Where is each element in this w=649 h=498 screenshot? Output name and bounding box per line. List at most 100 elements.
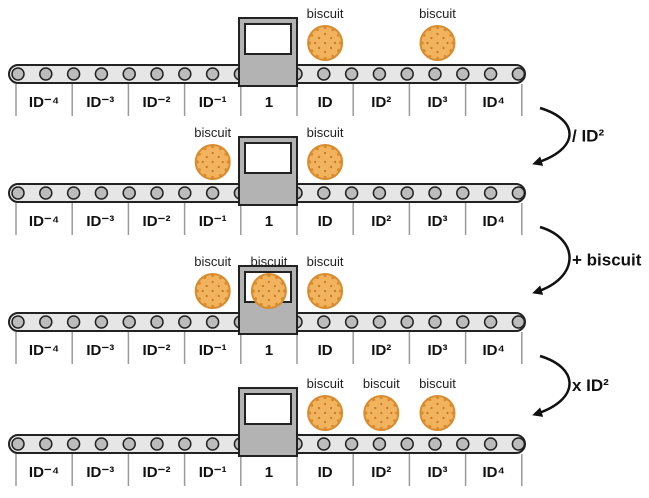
roller — [317, 437, 331, 451]
roller — [344, 315, 359, 329]
biscuit-hole — [324, 402, 327, 406]
biscuit-edge-dot — [253, 281, 258, 285]
roller — [94, 437, 109, 451]
roller — [317, 186, 331, 200]
biscuit-edge-dot — [435, 395, 440, 400]
biscuit-edge-dot — [224, 168, 228, 172]
roller — [511, 315, 526, 329]
biscuit-hole — [334, 41, 337, 45]
biscuit-edge-dot — [315, 397, 319, 402]
biscuit-hole — [318, 46, 321, 50]
roller — [400, 315, 414, 329]
biscuit-hole — [221, 289, 224, 293]
biscuit-edge-dot — [336, 403, 341, 407]
roller — [11, 186, 25, 200]
slot-label: ID⁻¹ — [199, 213, 227, 230]
roller — [344, 437, 359, 451]
operation-arrow: + biscuit — [532, 225, 642, 295]
slot-label: ID⁻¹ — [199, 464, 227, 481]
biscuit-hole — [324, 151, 327, 155]
biscuit-hole — [436, 420, 439, 424]
biscuit — [250, 273, 287, 309]
biscuit-edge-dot — [259, 302, 263, 307]
biscuit-edge-dot — [443, 424, 447, 429]
slot-label: ID — [318, 464, 333, 481]
biscuit-hole — [267, 289, 270, 293]
biscuit-edge-dot — [203, 302, 207, 307]
biscuit-hole — [205, 294, 208, 298]
biscuit-edge-dot — [218, 275, 223, 280]
biscuit-label: biscuit — [307, 6, 344, 21]
biscuit-edge-dot — [224, 297, 228, 301]
roller — [94, 67, 109, 81]
biscuit-edge-dot — [195, 160, 199, 164]
slot-label: ID⁴ — [482, 213, 504, 230]
biscuit-edge-dot — [275, 302, 279, 307]
biscuit-edge-dot — [203, 173, 207, 178]
biscuit-hole — [330, 284, 333, 288]
biscuit-hole — [211, 160, 214, 164]
slot-label: ID⁴ — [482, 94, 504, 111]
biscuit-edge-dot — [387, 424, 391, 429]
biscuit-edge-dot — [310, 33, 314, 37]
biscuit-edge-dot — [310, 168, 314, 172]
biscuit-hole — [217, 165, 220, 169]
biscuit-edge-dot — [428, 424, 432, 429]
slot-label: ID⁴ — [482, 342, 504, 359]
curved-arrow-icon — [532, 354, 571, 417]
biscuit-hole — [446, 411, 449, 415]
biscuit-label: biscuit — [307, 254, 344, 269]
biscuit-hole — [330, 416, 333, 420]
biscuit-hole — [386, 416, 389, 420]
biscuit-edge-dot — [420, 41, 424, 45]
slot-label: ID² — [371, 94, 391, 111]
biscuit-hole — [221, 160, 224, 164]
biscuit-hole — [205, 284, 208, 288]
biscuit-edge-dot — [331, 397, 335, 402]
biscuit-label: biscuit — [194, 254, 231, 269]
biscuit-edge-dot — [366, 403, 370, 407]
biscuit-edge-dot — [308, 160, 312, 164]
biscuit-edge-dot — [197, 152, 201, 156]
biscuit-hole — [205, 165, 208, 169]
biscuit-hole — [324, 298, 327, 302]
roller — [483, 437, 498, 451]
roller — [456, 437, 470, 451]
roller — [428, 67, 442, 81]
slot-label: ID⁻³ — [86, 342, 114, 359]
biscuit-hole — [430, 416, 433, 420]
roller — [178, 437, 192, 451]
biscuit-label: biscuit — [250, 254, 287, 269]
biscuit-hole — [273, 284, 276, 288]
roller — [483, 315, 498, 329]
roller — [372, 186, 387, 200]
slot-label: ID⁻² — [143, 342, 171, 359]
biscuit-hole — [380, 402, 383, 406]
biscuit-edge-dot — [336, 168, 341, 172]
biscuit-edge-dot — [451, 411, 455, 415]
biscuit-hole — [436, 411, 439, 415]
roller — [372, 315, 387, 329]
slot-label: ID⁻⁴ — [29, 464, 59, 481]
biscuit-edge-dot — [310, 281, 314, 285]
roller — [456, 67, 470, 81]
biscuit-hole — [380, 411, 383, 415]
biscuit-hole — [318, 284, 321, 288]
biscuit — [307, 273, 344, 309]
biscuit-hole — [442, 406, 445, 410]
biscuit-hole — [257, 289, 260, 293]
biscuit-edge-dot — [267, 304, 271, 309]
roller — [66, 186, 81, 200]
biscuit-edge-dot — [315, 424, 319, 429]
biscuit-edge-dot — [331, 302, 335, 307]
roller — [483, 67, 498, 81]
biscuit-edge-dot — [323, 426, 327, 431]
biscuit-hole — [370, 411, 373, 415]
biscuit-hole — [436, 32, 439, 36]
biscuit-hole — [442, 36, 445, 40]
biscuit-edge-dot — [203, 146, 207, 151]
roller — [39, 315, 53, 329]
biscuit-hole — [314, 41, 317, 45]
biscuit-edge-dot — [315, 54, 319, 59]
conveyor-row: ID⁻⁴ ID⁻³ ID⁻² ID⁻¹ 1 ID ID² ID³ ID⁴ biscuit biscu… — [8, 125, 526, 235]
